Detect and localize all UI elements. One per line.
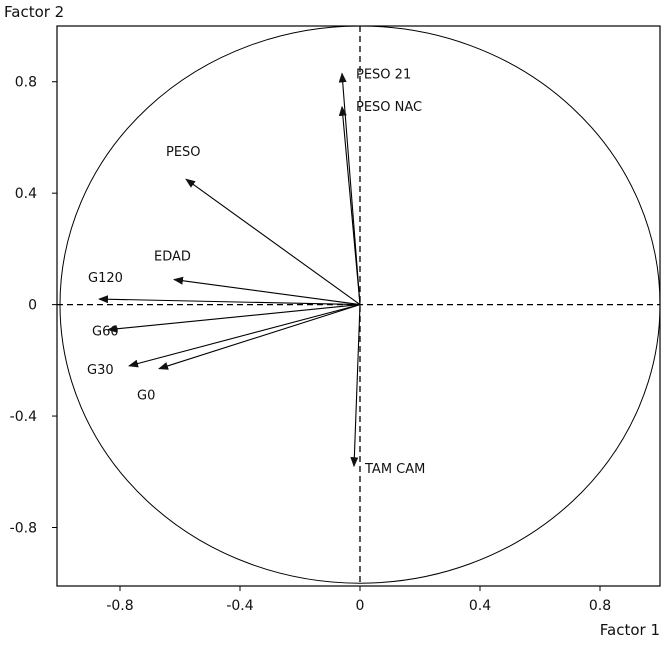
x-tick-label: -0.4 [226, 598, 253, 614]
vector-arrow-peso-nac [338, 105, 361, 305]
unit-circle [59, 25, 661, 584]
y-tick-label: 0.4 [15, 186, 37, 202]
vector-arrow-peso [185, 178, 361, 306]
vector-label-edad: EDAD [154, 250, 191, 265]
vector-label-peso: PESO [166, 145, 201, 160]
vector-label-g0: G0 [137, 389, 155, 404]
vector-arrow-g60 [107, 304, 361, 333]
vector-group [98, 72, 361, 468]
vector-label-peso-21: PESO 21 [356, 67, 411, 82]
x-tick-label: 0.4 [469, 598, 491, 614]
vector-arrow-g0 [158, 304, 361, 370]
y-tick-label: -0.8 [10, 520, 37, 536]
x-tick-label: 0 [356, 598, 365, 614]
x-tick-label: -0.8 [106, 598, 133, 614]
vector-label-peso-nac: PESO NAC [356, 100, 422, 115]
x-tick-label: 0.8 [589, 598, 611, 614]
tick-group: -0.8 -0.4 0 0.4 0.8 -0.8 -0.4 0 0.4 0.8 [10, 75, 611, 614]
vector-label-g30: G30 [87, 363, 114, 378]
vector-label-g120: G120 [88, 271, 123, 286]
vector-arrow-edad [173, 276, 361, 306]
unit-circle-group [59, 25, 661, 584]
y-axis-title: Factor 2 [4, 3, 64, 21]
vector-arrow-tam-cam [350, 304, 361, 468]
vector-label-group: PESO 21 PESO NAC PESO EDAD G120 G60 G30 G0 TAM C… [87, 67, 425, 477]
vector-arrow-g120 [98, 295, 361, 306]
y-tick-label: -0.4 [10, 409, 37, 425]
x-axis-title: Factor 1 [600, 621, 660, 639]
vector-label-g60: G60 [92, 325, 119, 340]
vector-label-tam-cam: TAM CAM [364, 462, 425, 477]
y-tick-label: 0 [28, 298, 37, 314]
y-tick-label: 0.8 [15, 75, 37, 91]
vector-arrow-g30 [128, 304, 361, 368]
